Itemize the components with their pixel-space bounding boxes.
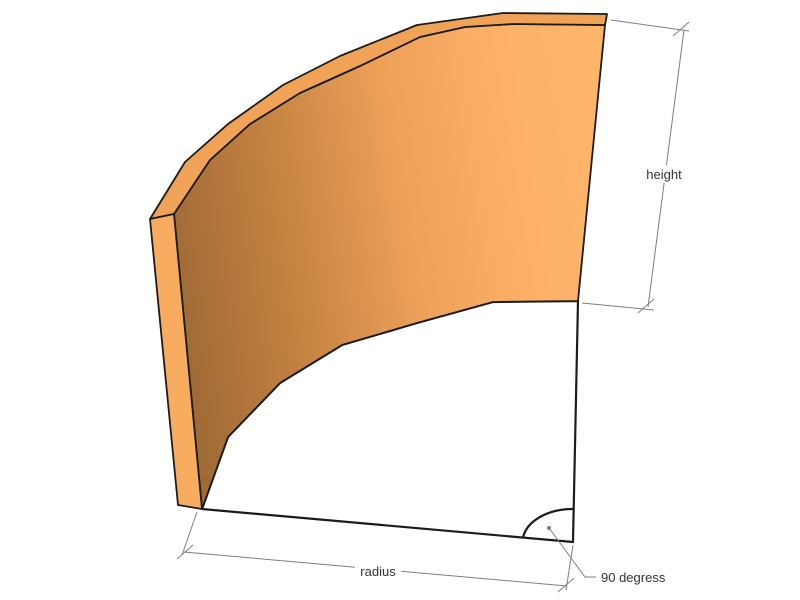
radius-tick-left bbox=[176, 544, 194, 560]
angle-arc bbox=[521, 507, 575, 539]
height-tick-top bbox=[672, 21, 690, 37]
radius-label-background bbox=[355, 562, 401, 580]
radius-tick-right bbox=[557, 577, 575, 593]
wall-end-cap bbox=[149, 213, 203, 510]
height-label-background bbox=[641, 165, 687, 183]
height-extension-line-top bbox=[610, 19, 690, 32]
angle-label: 90 degress bbox=[601, 570, 666, 585]
radius-extension-line-right bbox=[565, 544, 574, 591]
height-label: height bbox=[646, 167, 682, 182]
height-tick-bottom bbox=[637, 298, 655, 314]
wall-top-face bbox=[149, 12, 608, 220]
angle-leader-line bbox=[548, 527, 596, 578]
angle-leader-dot bbox=[547, 526, 551, 530]
radius-extension-line-left bbox=[181, 511, 198, 556]
radius-label: radius bbox=[360, 564, 396, 579]
height-extension-line-bottom bbox=[581, 302, 655, 311]
